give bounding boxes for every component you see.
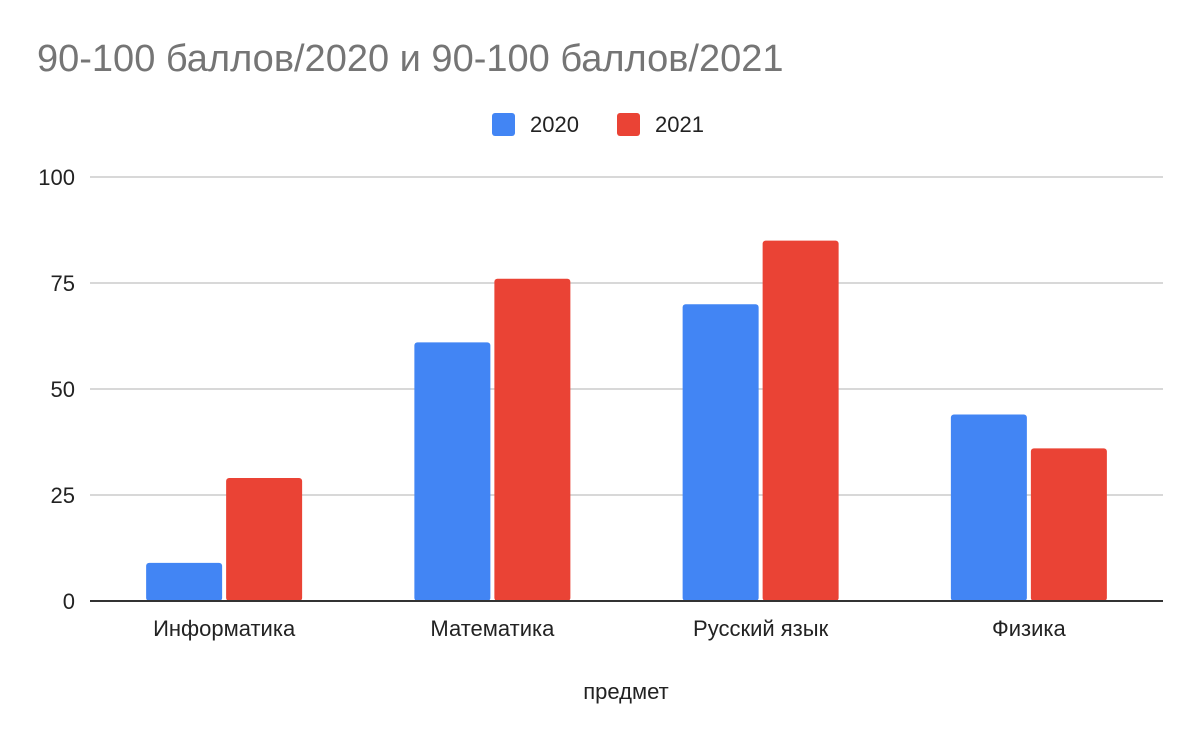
- y-axis-ticks: 0 25 50 75 100: [38, 165, 75, 614]
- y-tick-label: 75: [51, 271, 75, 296]
- bar-2020-3: [950, 414, 1027, 601]
- legend-label-2020: 2020: [530, 112, 579, 137]
- bar-2021-2: [762, 240, 839, 601]
- x-tick-label: Физика: [992, 616, 1066, 641]
- x-tick-label: Русский язык: [693, 616, 829, 641]
- legend-label-2021: 2021: [655, 112, 704, 137]
- bar-2020-1: [414, 342, 491, 601]
- bar-2020-0: [146, 562, 223, 601]
- legend-swatch-2021: [617, 113, 640, 136]
- chart-title: 90-100 баллов/2020 и 90-100 баллов/2021: [37, 38, 784, 80]
- bar-2021-1: [494, 278, 571, 601]
- legend: 2020 2021: [492, 112, 704, 137]
- bar-2020-2: [682, 304, 759, 601]
- y-tick-label: 25: [51, 483, 75, 508]
- legend-swatch-2020: [492, 113, 515, 136]
- y-tick-label: 100: [38, 165, 75, 190]
- x-tick-label: Математика: [430, 616, 555, 641]
- bar-2021-0: [226, 478, 303, 601]
- bars: [146, 240, 1107, 601]
- x-axis-title: предмет: [583, 679, 668, 704]
- y-tick-label: 0: [63, 589, 75, 614]
- y-tick-label: 50: [51, 377, 75, 402]
- bar-2021-3: [1030, 448, 1107, 601]
- x-tick-label: Информатика: [153, 616, 296, 641]
- x-axis-ticks: Информатика Математика Русский язык Физика: [153, 616, 1066, 641]
